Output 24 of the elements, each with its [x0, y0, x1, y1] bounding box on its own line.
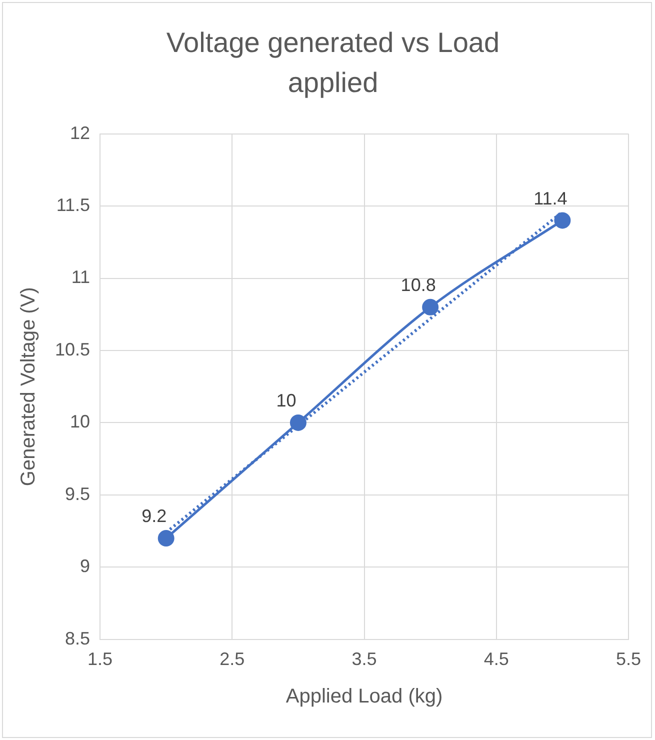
y-tick-label: 11	[71, 267, 90, 288]
point	[554, 212, 571, 229]
x-tick-label: 1.5	[88, 649, 113, 670]
y-tick-label: 11.5	[56, 194, 90, 215]
data-label: 10.8	[400, 275, 436, 296]
y-tick-label: 10.5	[54, 339, 90, 360]
y-tick-label: 8.5	[65, 628, 90, 648]
y-tick-label: 9.5	[65, 484, 90, 504]
y-axis-title: Generated Voltage (V)	[18, 287, 40, 486]
x-axis-title: Applied Load (kg)	[286, 686, 443, 708]
x-tick-label: 2.5	[220, 649, 245, 670]
data-label: 11.4	[534, 188, 568, 208]
data-label: 10	[276, 390, 296, 411]
point	[290, 414, 306, 431]
x-tick-label: 3.5	[352, 649, 377, 670]
y-tick-label: 12	[70, 122, 90, 143]
y-tick-label: 10	[70, 412, 90, 432]
x-tick-label: 5.5	[616, 649, 642, 670]
y-tick-label: 9	[80, 556, 90, 576]
point	[422, 298, 439, 316]
point	[158, 530, 174, 547]
chart-title: Voltage generated vs Load applied	[165, 26, 501, 100]
data-label: 9.2	[142, 506, 167, 526]
x-tick-label: 4.5	[484, 649, 509, 670]
